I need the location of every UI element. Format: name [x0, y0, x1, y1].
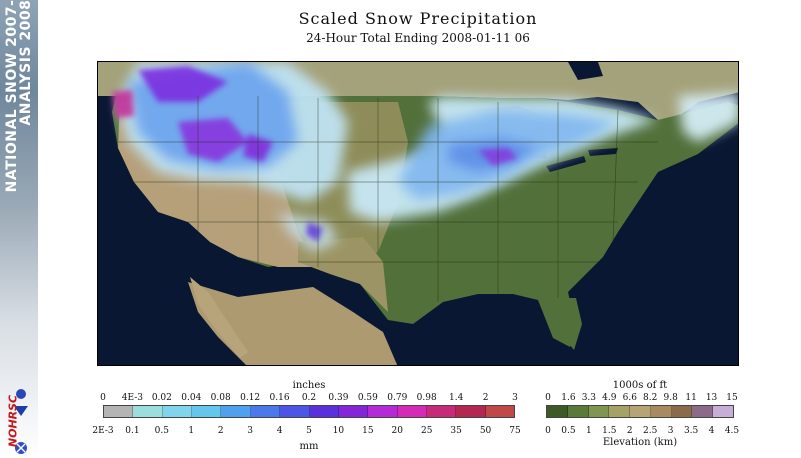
elevation-tick-label: 1.6	[561, 393, 576, 403]
elevation-tick-label: 9.8	[663, 393, 678, 403]
precip-tick-label: 0.5	[154, 426, 170, 436]
elevation-swatch	[650, 406, 672, 417]
precip-tick-label: 0	[100, 393, 106, 403]
elevation-tick-label: 2.5	[643, 426, 658, 436]
elevation-tick-label: 3.3	[581, 393, 597, 403]
precip-tick-label: 0.79	[387, 393, 408, 403]
map-subtitle: 24-Hour Total Ending 2008-01-11 06	[306, 31, 530, 45]
lake-ontario	[588, 148, 618, 156]
nohrsc-logo-text: NOHRSC	[6, 394, 20, 448]
precip-unit-inches: inches	[292, 380, 326, 391]
precip-tick-label: 20	[391, 426, 404, 436]
precip-swatch	[133, 406, 163, 417]
precip-swatch	[309, 406, 339, 417]
precip-tick-label: 15	[362, 426, 374, 436]
precip-tick-label: 5	[306, 426, 312, 436]
elevation-tick-label: 3	[667, 426, 674, 436]
precip-tick-label: 10	[332, 426, 345, 436]
precip-tick-label: 0.12	[240, 393, 261, 403]
elevation-tick-label: 6.6	[622, 393, 637, 403]
elevation-unit-ft: 1000s of ft	[612, 380, 668, 391]
elevation-tick-label: 0	[545, 426, 551, 436]
precip-swatch	[162, 406, 193, 417]
precip-swatch	[280, 406, 310, 417]
precip-tick-label: 1	[188, 426, 195, 436]
elevation-tick-label: 3.5	[683, 426, 699, 436]
elevation-tick-label: 15	[726, 393, 738, 403]
precip-tick-label: 0.08	[210, 393, 231, 403]
elevation-tick-label: 1	[586, 426, 592, 436]
baja-peninsula	[190, 277, 248, 358]
snow-heavy	[112, 66, 518, 242]
elevation-tick-label: 11	[685, 393, 697, 403]
precip-swatch	[426, 406, 457, 417]
precip-tick-label: 4	[276, 426, 283, 436]
map-title: Scaled Snow Precipitation	[298, 9, 538, 28]
precip-swatch	[221, 406, 251, 417]
precip-swatch	[456, 406, 486, 417]
precip-tick-label: 4E-3	[121, 393, 144, 403]
precip-color-bar	[103, 405, 515, 418]
banner-title: NATIONAL SNOW 2007- ANALYSIS 2008	[4, 0, 34, 193]
precip-tick-label: 2	[217, 426, 224, 436]
precip-swatch	[368, 406, 398, 417]
precip-tick-label: 75	[509, 426, 521, 436]
elevation-tick-label: 13	[705, 393, 718, 403]
elevation-tick-label: 0.5	[561, 426, 576, 436]
precip-tick-label: 1.4	[448, 393, 464, 403]
precip-swatch	[250, 406, 281, 417]
banner-line-1: NATIONAL SNOW 2007-	[4, 0, 20, 193]
hudson-bay	[568, 62, 603, 80]
elevation-tick-label: 1.5	[602, 426, 617, 436]
elevation-swatch	[671, 406, 693, 417]
precip-swatch	[104, 406, 134, 417]
side-banner: NATIONAL SNOW 2007- ANALYSIS 2008 NOHRSC	[0, 0, 38, 458]
precip-swatch	[397, 406, 427, 417]
elevation-swatch	[692, 406, 714, 417]
florida	[553, 298, 582, 350]
precip-tick-label: 50	[479, 426, 492, 436]
precip-tick-label: 0.04	[181, 393, 202, 403]
elevation-tick-label: 4.5	[724, 426, 740, 436]
precip-tick-label: 0.2	[301, 393, 317, 403]
precip-swatch	[338, 406, 369, 417]
elevation-swatch	[588, 406, 610, 417]
precip-tick-label: 0.98	[416, 393, 437, 403]
state-borders	[118, 96, 658, 312]
elevation-swatch	[713, 406, 734, 417]
precip-tick-label: 2E-3	[92, 426, 114, 436]
elevation-swatch	[630, 406, 651, 417]
lake-erie	[546, 156, 586, 172]
precip-tick-label: 0.1	[125, 426, 140, 436]
map-graphic	[98, 62, 738, 365]
precip-tick-label: 0.39	[328, 393, 349, 403]
elevation-unit-km: Elevation (km)	[602, 437, 678, 448]
elevation-tick-label: 8.2	[643, 393, 658, 403]
banner-line-2: ANALYSIS 2008	[18, 0, 34, 126]
elevation-tick-label: 4	[708, 426, 715, 436]
precip-tick-label: 25	[420, 426, 433, 436]
precip-tick-label: 3	[512, 393, 518, 403]
elevation-tick-label: 0	[545, 393, 551, 403]
elevation-swatch	[567, 406, 589, 417]
nohrsc-logo	[14, 389, 28, 454]
precip-tick-label: 2	[482, 393, 489, 403]
precip-unit-mm: mm	[299, 441, 319, 452]
precip-tick-label: 3	[247, 426, 254, 436]
precip-swatch	[192, 406, 222, 417]
elevation-swatch	[547, 406, 568, 417]
southern-plains	[298, 237, 388, 312]
precip-tick-label: 0.59	[357, 393, 378, 403]
elevation-tick-label: 2	[626, 426, 633, 436]
precip-tick-label: 35	[450, 426, 462, 436]
elevation-swatch	[609, 406, 631, 417]
elevation-color-bar	[546, 405, 734, 418]
snow-precip-map	[97, 61, 739, 366]
elevation-tick-label: 4.9	[602, 393, 617, 403]
precip-tick-label: 0.16	[269, 393, 290, 403]
precip-tick-label: 0.02	[151, 393, 172, 403]
precip-swatch	[485, 406, 515, 417]
